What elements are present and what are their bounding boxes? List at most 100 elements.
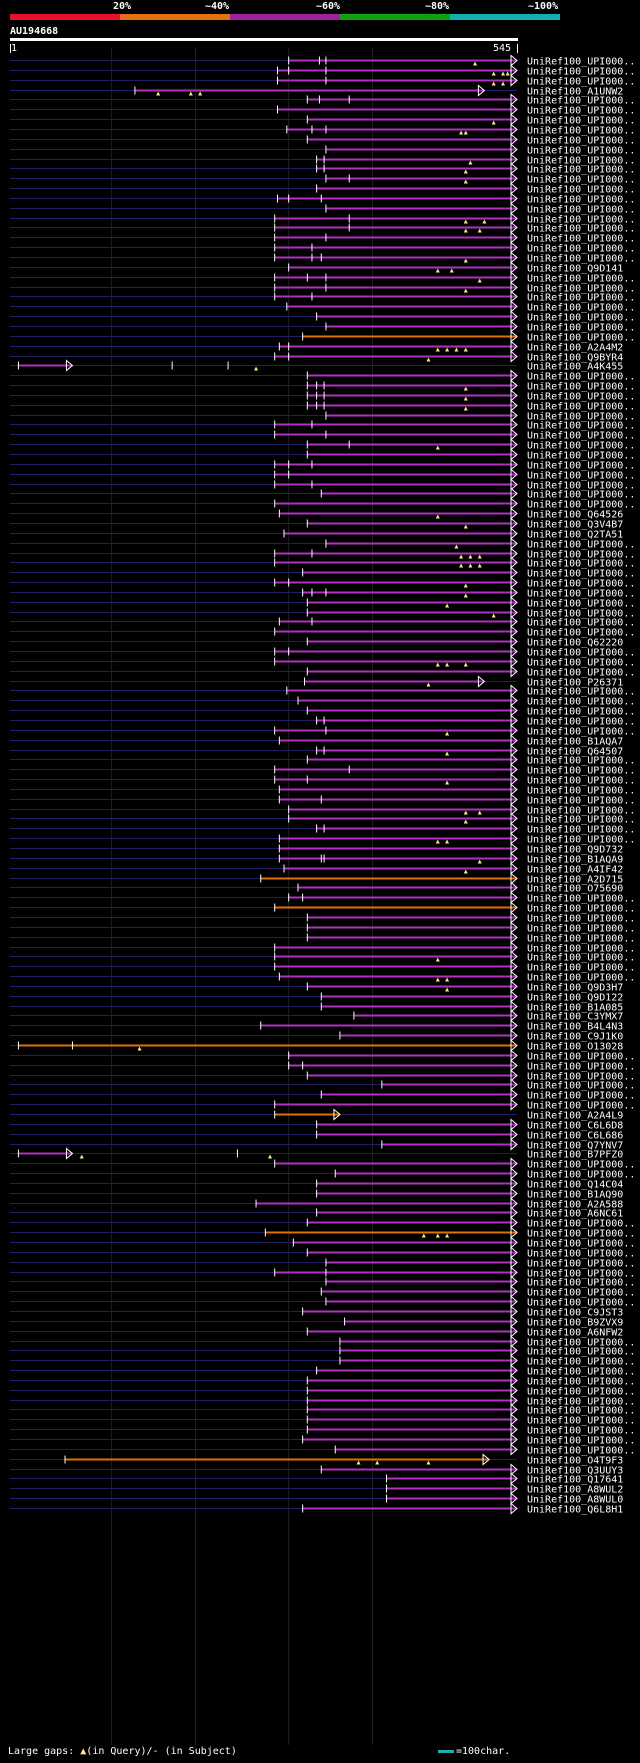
hit-end-arrow xyxy=(510,1492,518,1505)
hit-label: UniRef100_UPI000.. xyxy=(527,431,635,442)
gap-marker xyxy=(463,169,468,174)
hit-label: UniRef100_A1UNW2 xyxy=(527,87,623,98)
hit-end-arrow xyxy=(477,675,486,688)
gap-marker xyxy=(459,563,464,568)
hit-end-arrow xyxy=(510,300,518,313)
gap-marker xyxy=(449,268,454,273)
hit-end-arrow xyxy=(482,1453,490,1466)
hit-end-arrow xyxy=(510,1019,518,1032)
hit-end-arrow xyxy=(510,1000,518,1013)
hit-end-arrow xyxy=(510,891,518,904)
gap-marker xyxy=(463,228,468,233)
hit-label: UniRef100_UPI000.. xyxy=(527,412,635,423)
hit-end-arrow xyxy=(510,1236,518,1249)
hit-label: UniRef100_UPI000.. xyxy=(527,727,635,738)
hit-end-arrow xyxy=(510,369,518,382)
gap-marker xyxy=(463,524,468,529)
axis-start-tick xyxy=(10,44,11,53)
hit-end-arrow xyxy=(510,350,518,363)
gap-marker xyxy=(463,662,468,667)
hit-label: UniRef100_UPI000.. xyxy=(527,963,635,974)
hit-end-arrow xyxy=(510,852,518,865)
gap-marker xyxy=(482,219,487,224)
hit-end-arrow xyxy=(510,281,518,294)
hit-label: UniRef100_Q64507 xyxy=(527,747,623,758)
hit-label: UniRef100_UPI000.. xyxy=(527,303,635,314)
hit-label: UniRef100_B9ZVX9 xyxy=(527,1318,623,1329)
hit-label: UniRef100_B1AQA7 xyxy=(527,737,623,748)
hit-end-arrow xyxy=(510,448,518,461)
hit-end-arrow xyxy=(65,359,74,372)
percent-colorbar-green xyxy=(340,14,450,20)
hit-end-arrow xyxy=(510,1394,518,1407)
hit-label: UniRef100_UPI000.. xyxy=(527,697,635,708)
hit-end-arrow xyxy=(510,1167,518,1180)
hit-label: UniRef100_UPI000.. xyxy=(527,195,635,206)
hit-label: UniRef100_UPI000.. xyxy=(527,205,635,216)
hit-end-arrow xyxy=(510,468,518,481)
legend-in-subject-label: (in Subject) xyxy=(164,1746,237,1757)
hit-label: UniRef100_UPI000.. xyxy=(527,1347,635,1358)
hit-end-arrow xyxy=(510,409,518,422)
gap-marker xyxy=(435,445,440,450)
hit-end-arrow xyxy=(510,596,518,609)
hit-label: UniRef100_UPI000.. xyxy=(527,254,635,265)
hit-end-arrow xyxy=(510,1197,518,1210)
hit-end-arrow xyxy=(510,980,518,993)
hit-label: UniRef100_UPI000.. xyxy=(527,402,635,413)
gap-marker xyxy=(491,120,496,125)
hit-end-arrow xyxy=(510,221,518,234)
hit-end-arrow xyxy=(510,990,518,1003)
hit-label: UniRef100_UPI000.. xyxy=(527,441,635,452)
hit-label: UniRef100_UPI000.. xyxy=(527,1367,635,1378)
hit-end-arrow xyxy=(510,93,518,106)
hit-end-arrow xyxy=(510,64,518,77)
hit-end-arrow xyxy=(510,133,518,146)
hit-label: UniRef100_UPI000.. xyxy=(527,766,635,777)
hit-end-arrow xyxy=(510,822,518,835)
scale-bar-icon xyxy=(438,1749,454,1753)
hit-end-arrow xyxy=(510,537,518,550)
hit-end-arrow xyxy=(510,872,518,885)
axis-end-tick xyxy=(517,44,518,53)
hit-end-arrow xyxy=(510,1157,518,1170)
percent-colorbar-cyan xyxy=(450,14,560,20)
hit-end-arrow xyxy=(510,1403,518,1416)
hit-end-arrow xyxy=(510,1433,518,1446)
hit-end-arrow xyxy=(510,1423,518,1436)
hit-label: UniRef100_UPI000.. xyxy=(527,284,635,295)
gap-marker xyxy=(477,810,482,815)
hit-end-arrow xyxy=(510,1502,518,1515)
hit-end-arrow xyxy=(510,547,518,560)
hit-end-arrow xyxy=(510,970,518,983)
hit-label: UniRef100_O4T9F3 xyxy=(527,1456,623,1467)
gap-marker xyxy=(435,839,440,844)
gap-marker xyxy=(156,91,161,96)
hit-label: UniRef100_UPI000.. xyxy=(527,579,635,590)
gap-marker xyxy=(477,278,482,283)
hit-label: UniRef100_UPI000.. xyxy=(527,973,635,984)
hit-end-arrow xyxy=(510,625,518,638)
hit-label: UniRef100_Q9D141 xyxy=(527,264,623,275)
hit-end-arrow xyxy=(510,428,518,441)
hit-end-arrow xyxy=(510,1463,518,1476)
hit-end-arrow xyxy=(510,330,518,343)
hit-label: UniRef100_UPI000.. xyxy=(527,461,635,472)
gap-marker-icon: ▲ xyxy=(80,1746,87,1757)
hit-end-arrow xyxy=(510,1118,518,1131)
percent-label-100: ~100% xyxy=(528,1,559,12)
hit-label: UniRef100_A2A4M2 xyxy=(527,343,623,354)
hit-label: UniRef100_UPI000.. xyxy=(527,707,635,718)
hit-end-arrow xyxy=(510,1009,518,1022)
hit-end-arrow xyxy=(510,241,518,254)
hit-label: UniRef100_UPI000.. xyxy=(527,1269,635,1280)
hit-end-arrow xyxy=(510,1078,518,1091)
hit-label: UniRef100_UPI000.. xyxy=(527,421,635,432)
gap-marker xyxy=(491,613,496,618)
hit-label: UniRef100_UPI000.. xyxy=(527,1229,635,1240)
hit-label: UniRef100_UPI000.. xyxy=(527,953,635,964)
hit-end-arrow xyxy=(510,773,518,786)
hit-label: UniRef100_UPI000.. xyxy=(527,776,635,787)
hit-label: UniRef100_UPI000.. xyxy=(527,234,635,245)
hit-label: UniRef100_UPI000.. xyxy=(527,1101,635,1112)
